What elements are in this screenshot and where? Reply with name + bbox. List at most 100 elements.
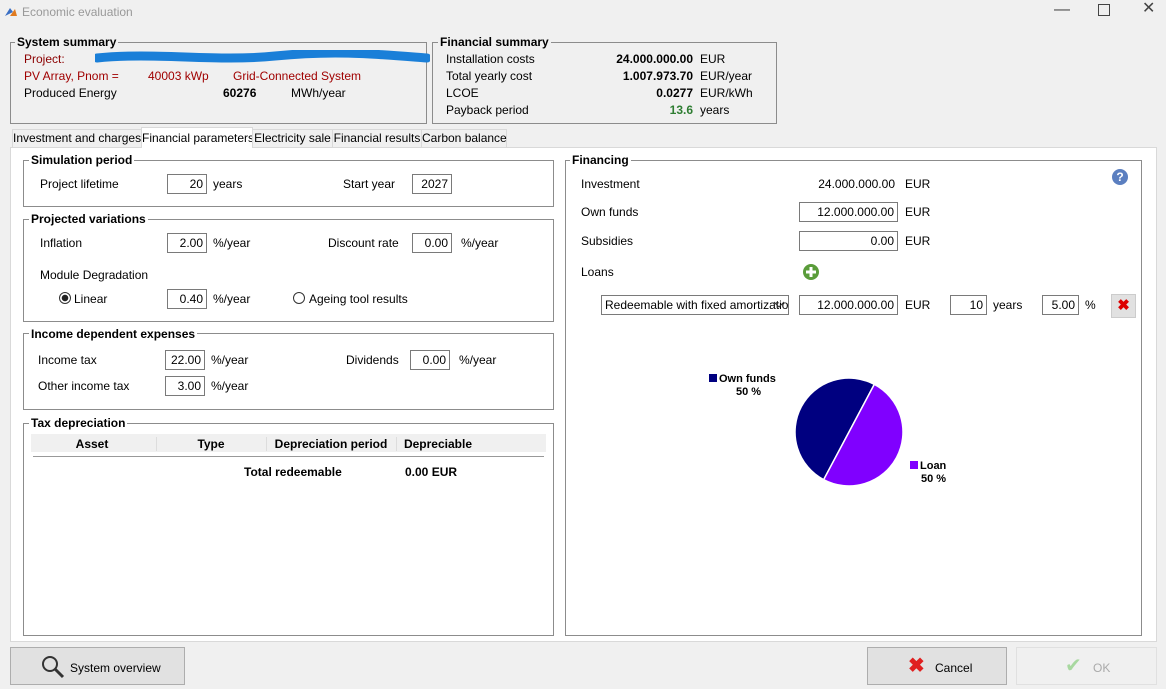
radio-label[interactable]: Ageing tool results	[309, 292, 408, 306]
input[interactable]: 0.00	[412, 233, 452, 253]
search-icon	[42, 656, 65, 679]
help-icon[interactable]: ?	[1112, 169, 1128, 185]
label: PV Array, Pnom =	[24, 69, 119, 83]
radio-button[interactable]	[293, 292, 305, 304]
cancel-icon: ✖	[908, 655, 925, 677]
value: 40003 kWp	[148, 69, 209, 83]
radio-button[interactable]	[59, 292, 71, 304]
unit: EUR	[905, 205, 931, 219]
group-box	[565, 160, 1142, 636]
input[interactable]: 12.000.000.00	[799, 202, 898, 222]
value: 0.0277	[656, 86, 693, 100]
tab[interactable]: Financial parameters	[141, 127, 254, 148]
input[interactable]: 2027	[412, 174, 452, 194]
input[interactable]: 12.000.000.00	[799, 295, 898, 315]
label: Investment	[581, 177, 640, 191]
app-icon	[5, 8, 17, 16]
redaction	[95, 50, 430, 63]
button-label: System overview	[70, 661, 161, 675]
unit: EUR/kWh	[700, 86, 753, 100]
ok-icon: ✔	[1065, 655, 1082, 677]
label: Inflation	[40, 236, 83, 250]
group-title: Income dependent expenses	[29, 327, 198, 341]
system-summary-box	[10, 42, 427, 124]
table-header	[31, 434, 546, 452]
group-box	[23, 423, 554, 636]
value: 24.000.000.00	[818, 177, 895, 191]
unit: %/year	[461, 236, 499, 250]
group-box	[23, 333, 554, 410]
button-label: Cancel	[935, 661, 973, 675]
group-title: Simulation period	[29, 153, 135, 167]
label: Discount rate	[328, 236, 399, 250]
add-loan-button[interactable]	[802, 263, 820, 281]
dropdown-arrow	[773, 301, 785, 308]
tab[interactable]: Investment and charges	[12, 129, 142, 147]
loan-type-select[interactable]: Redeemable with fixed amortizatio	[601, 295, 789, 315]
total-value: 0.00 EUR	[405, 465, 458, 479]
cancel-button[interactable]: ✖ Cancel	[867, 647, 1007, 685]
radio-label[interactable]: Linear	[74, 292, 108, 306]
input[interactable]: 0.40	[167, 289, 207, 309]
unit: EUR	[905, 298, 931, 312]
unit: %/year	[213, 292, 251, 306]
column-header: Depreciable	[396, 437, 479, 451]
pie-slice	[822, 383, 904, 487]
value: 24.000.000.00	[616, 52, 693, 66]
group-title: Projected variations	[29, 212, 148, 226]
label: Income tax	[38, 353, 97, 367]
label: Loans	[581, 265, 614, 279]
financial-summary-box	[432, 42, 777, 124]
label: Dividends	[346, 353, 399, 367]
value: 13.6	[669, 103, 693, 117]
value: Grid-Connected System	[233, 69, 362, 83]
group-box	[23, 160, 554, 207]
ok-button[interactable]: ✔ OK	[1016, 647, 1157, 685]
group-title: Financial summary	[438, 35, 551, 49]
label: Total yearly cost	[446, 69, 533, 83]
label: Project:	[24, 52, 65, 66]
value-label: 50 %	[736, 386, 761, 398]
label: Project lifetime	[40, 177, 119, 191]
tab[interactable]: Carbon balance	[421, 129, 507, 147]
input[interactable]: 10	[950, 295, 987, 315]
label: Start year	[343, 177, 396, 191]
unit: %/year	[211, 353, 249, 367]
input[interactable]: 0.00	[410, 350, 450, 370]
input[interactable]: 3.00	[165, 376, 205, 396]
group-title: Financing	[570, 153, 631, 167]
input[interactable]: 22.00	[165, 350, 205, 370]
value: 1.007.973.70	[622, 69, 693, 83]
unit: EUR	[700, 52, 726, 66]
title-bar	[0, 0, 1166, 26]
unit: EUR	[905, 234, 931, 248]
unit: years	[213, 177, 243, 191]
input[interactable]: 0.00	[799, 231, 898, 251]
label: Produced Energy	[24, 86, 117, 100]
label: Installation costs	[446, 52, 535, 66]
maximize-button[interactable]	[1098, 4, 1110, 16]
select-value: Redeemable with fixed amortizatio	[605, 298, 789, 312]
unit: MWh/year	[291, 86, 346, 100]
label: Module Degradation	[40, 268, 149, 282]
minimize-button[interactable]: —	[1054, 1, 1070, 18]
delete-loan-button[interactable]: ✖	[1111, 294, 1136, 318]
unit: years	[700, 103, 730, 117]
unit: %/year	[211, 379, 249, 393]
input[interactable]: 2.00	[167, 233, 207, 253]
unit: %/year	[213, 236, 251, 250]
unit: %	[1085, 298, 1096, 312]
system-overview-button[interactable]: System overview	[10, 647, 185, 685]
label: Own funds	[581, 205, 639, 219]
button-label: OK	[1093, 661, 1111, 675]
input[interactable]: 20	[167, 174, 207, 194]
legend-swatch	[709, 374, 717, 382]
tab[interactable]: Financial results	[332, 129, 422, 147]
close-button[interactable]: ✕	[1142, 0, 1156, 17]
input[interactable]: 5.00	[1042, 295, 1079, 315]
tab[interactable]: Electricity sale	[252, 129, 333, 147]
legend-swatch	[910, 461, 918, 469]
value: 60276	[223, 86, 257, 100]
